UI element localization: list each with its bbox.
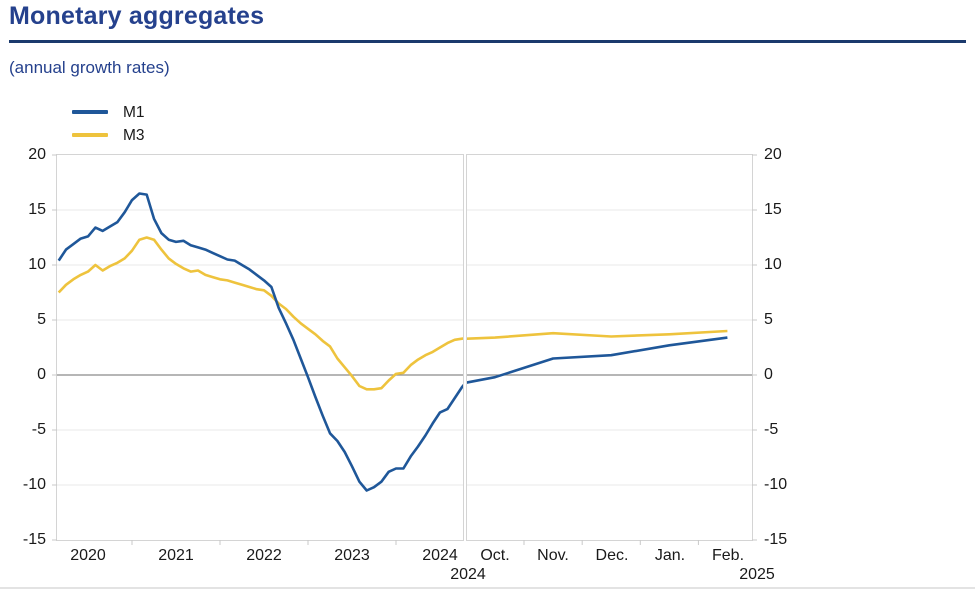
y-tick-label-left: -15 <box>22 531 46 548</box>
x-year-label-end: 2025 <box>739 566 775 583</box>
y-tick-label-left: -5 <box>31 421 46 438</box>
recent-panel <box>466 154 757 545</box>
y-tick-label-left: 5 <box>37 311 46 328</box>
x-year-label-start: 2024 <box>450 566 486 583</box>
x-tick-label-month: Dec. <box>595 547 629 564</box>
y-tick-label-right: -15 <box>764 531 788 548</box>
x-tick-label-month: Feb. <box>711 547 745 564</box>
history-panel-chart <box>52 154 463 545</box>
x-tick-label-month: Nov. <box>537 547 569 564</box>
y-tick-label-left: 20 <box>28 146 46 163</box>
m3-line-recent <box>467 329 728 340</box>
x-tick-label-year: 2021 <box>158 547 194 564</box>
m1-legend-swatch <box>72 110 108 114</box>
y-tick-label-left: 0 <box>37 366 46 383</box>
page-title: Monetary aggregates <box>9 2 265 30</box>
title-divider <box>9 40 966 43</box>
history-panel <box>52 154 464 545</box>
y-tick-label-left: -10 <box>22 476 46 493</box>
x-tick-label-month: Oct. <box>480 547 510 564</box>
m3-line-history <box>57 236 463 391</box>
y-tick-label-right: -10 <box>764 476 788 493</box>
x-tick-label-year: 2020 <box>70 547 106 564</box>
chart-subtitle: (annual growth rates) <box>9 58 170 77</box>
x-tick-label-year: 2022 <box>246 547 282 564</box>
m1-line-history <box>57 192 463 492</box>
x-tick-label-year: 2024 <box>422 547 458 564</box>
y-tick-label-right: -5 <box>764 421 779 438</box>
m3-legend-label: M3 <box>123 127 145 144</box>
x-tick-label-year: 2023 <box>334 547 370 564</box>
y-tick-label-right: 20 <box>764 146 782 163</box>
y-tick-label-left: 10 <box>28 256 46 273</box>
y-tick-label-right: 15 <box>764 201 782 218</box>
y-tick-label-right: 10 <box>764 256 782 273</box>
y-tick-label-right: 0 <box>764 366 773 383</box>
m3-legend-swatch <box>72 133 108 137</box>
m1-line-recent <box>467 336 728 384</box>
recent-panel-chart <box>467 154 757 545</box>
m1-legend-label: M1 <box>123 104 145 121</box>
page-bottom-divider <box>0 587 975 589</box>
y-tick-label-left: 15 <box>28 201 46 218</box>
x-tick-label-month: Jan. <box>654 547 686 564</box>
y-tick-label-right: 5 <box>764 311 773 328</box>
